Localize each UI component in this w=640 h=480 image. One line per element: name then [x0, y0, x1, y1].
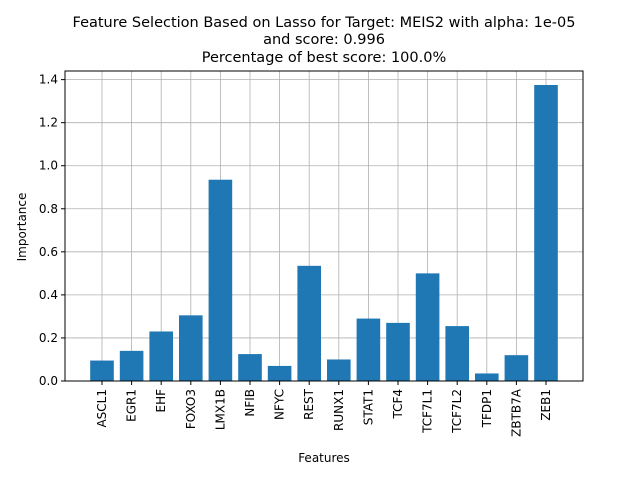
x-tick-label-egr1: EGR1	[125, 389, 139, 422]
x-tick-label-nfyc: NFYC	[273, 389, 287, 420]
bar-zbtb7a	[504, 355, 529, 381]
y-tick-label-5: 1.0	[39, 159, 58, 173]
y-tick-label-4: 0.8	[39, 202, 58, 216]
bar-tcf7l1	[415, 273, 440, 381]
x-axis-label: Features	[298, 451, 350, 465]
x-tick-label-foxo3: FOXO3	[184, 389, 198, 429]
axes-layer: 0.0 0.2 0.4 0.6 0.8 1.0 1.2 1.4 ASCL1 EGR1 EHF FOXO…	[39, 70, 584, 437]
x-tick-label-zbtb7a: ZBTB7A	[509, 388, 523, 437]
y-axis-label: Importance	[15, 193, 29, 262]
grid-layer	[65, 71, 583, 382]
bar-nfib	[238, 354, 262, 381]
bar-ascl1	[90, 360, 114, 381]
bar-nfyc	[267, 365, 292, 381]
y-tick-label-0: 0.0	[39, 374, 58, 388]
x-tick-label-zeb1: ZEB1	[539, 389, 553, 421]
x-tick-label-runx1: RUNX1	[332, 389, 346, 431]
bar-tfdp1	[475, 373, 499, 381]
bar-tcf4	[386, 322, 410, 381]
bar-lmx1b	[208, 179, 233, 381]
x-tick-label-tfdp1: TFDP1	[480, 389, 494, 428]
chart-title-line-1: Feature Selection Based on Lasso for Tar…	[73, 15, 576, 31]
x-tick-label-lmx1b: LMX1B	[213, 389, 227, 430]
plot-frame	[64, 70, 584, 382]
bar-egr1	[119, 350, 144, 381]
bar-ehf	[149, 331, 173, 381]
bar-runx1	[327, 359, 351, 381]
x-tick-label-nfib: NFIB	[243, 389, 257, 417]
chart-title-line-2: and score: 0.996	[263, 32, 385, 48]
y-tick-label-1: 0.2	[39, 331, 58, 345]
y-tick-label-3: 0.6	[39, 245, 58, 259]
bar-tcf7l2	[445, 326, 469, 381]
bar-stat1	[356, 318, 381, 381]
chart-title-line-3: Percentage of best score: 100.0%	[202, 50, 446, 66]
bar-rest	[297, 265, 321, 381]
y-tick-label-6: 1.2	[39, 116, 58, 130]
bar-foxo3	[179, 315, 203, 381]
x-tick-label-rest: REST	[302, 388, 316, 420]
x-tick-label-ehf: EHF	[154, 389, 168, 413]
x-tick-label-ascl1: ASCL1	[95, 389, 109, 428]
x-tick-label-tcf7l1: TCF7L1	[421, 389, 435, 434]
bar-zeb1	[534, 84, 558, 382]
y-tick-label-2: 0.4	[39, 288, 58, 302]
x-tick-label-tcf4: TCF4	[391, 389, 405, 420]
x-tick-label-stat1: STAT1	[361, 389, 375, 425]
x-tick-label-tcf7l2: TCF7L2	[450, 389, 464, 434]
bars-layer	[90, 84, 558, 382]
y-tick-label-7: 1.4	[39, 73, 58, 87]
